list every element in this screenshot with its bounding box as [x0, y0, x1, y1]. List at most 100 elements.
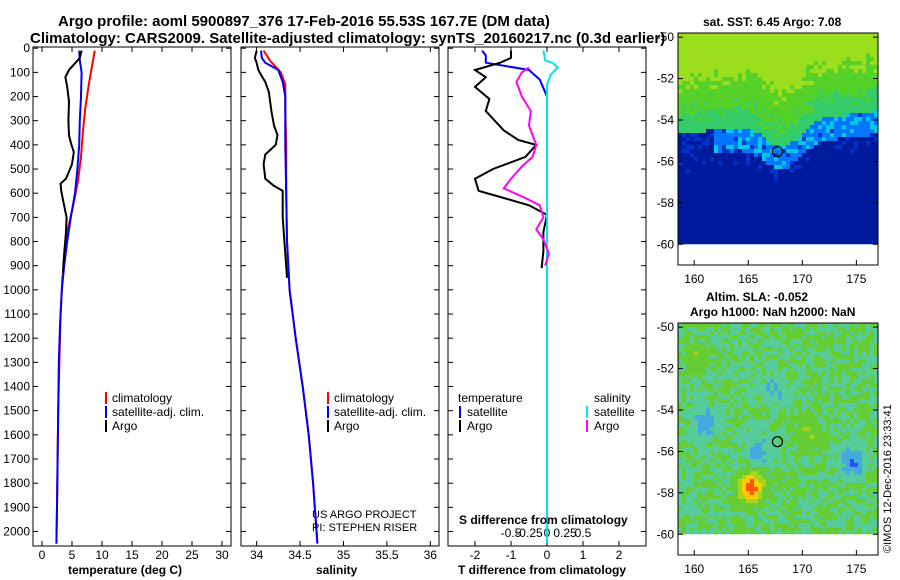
map-cell — [714, 411, 718, 415]
map-cell — [754, 61, 758, 65]
map-cell — [858, 121, 862, 125]
map-cell — [814, 451, 818, 455]
map-cell — [810, 41, 814, 45]
map-cell — [810, 423, 814, 427]
map-cell — [682, 359, 686, 363]
map-cell — [678, 33, 682, 37]
map-cell — [778, 85, 782, 89]
map-cell — [826, 435, 830, 439]
map-cell — [758, 471, 762, 475]
map-cell — [778, 125, 782, 129]
map-cell — [714, 463, 718, 467]
map-cell — [694, 217, 698, 221]
map-cell — [870, 57, 874, 61]
map-cell — [750, 221, 754, 225]
map-cell — [846, 237, 850, 241]
map-cell — [702, 459, 706, 463]
map-cell — [854, 93, 858, 97]
map-cell — [830, 455, 834, 459]
map-cell — [858, 391, 862, 395]
map-cell — [810, 137, 814, 141]
map-cell — [730, 109, 734, 113]
map-cell — [838, 93, 842, 97]
map-cell — [846, 57, 850, 61]
map-cell — [846, 217, 850, 221]
map-cell — [858, 73, 862, 77]
map-cell — [698, 181, 702, 185]
map-cell — [706, 335, 710, 339]
map-cell — [774, 101, 778, 105]
map-cell — [842, 327, 846, 331]
map-cell — [714, 105, 718, 109]
map-cell — [854, 463, 858, 467]
map-cell — [762, 229, 766, 233]
map-cell — [774, 439, 778, 443]
map-cell — [826, 221, 830, 225]
map-cell — [782, 419, 786, 423]
map-cell — [846, 165, 850, 169]
map-cell — [858, 237, 862, 241]
map-cell — [814, 241, 818, 245]
map-cell — [762, 141, 766, 145]
map-cell — [814, 233, 818, 237]
map-cell — [746, 205, 750, 209]
map-cell — [826, 85, 830, 89]
map-cell — [750, 351, 754, 355]
map-cell — [798, 387, 802, 391]
map-cell — [734, 331, 738, 335]
map-cell — [782, 45, 786, 49]
map-cell — [754, 193, 758, 197]
map-cell — [806, 343, 810, 347]
map-cell — [682, 475, 686, 479]
map-cell — [826, 375, 830, 379]
map-cell — [762, 391, 766, 395]
map-cell — [766, 351, 770, 355]
map-cell — [746, 375, 750, 379]
map-cell — [850, 455, 854, 459]
map-cell — [786, 65, 790, 69]
map-cell — [754, 367, 758, 371]
map-cell — [678, 133, 682, 137]
map-cell — [854, 41, 858, 45]
map-cell — [694, 121, 698, 125]
map-cell — [818, 459, 822, 463]
map-cell — [850, 49, 854, 53]
map-cell — [826, 213, 830, 217]
map-cell — [682, 113, 686, 117]
map-cell — [874, 395, 878, 399]
map-cell — [786, 169, 790, 173]
map-cell — [690, 185, 694, 189]
map-cell — [822, 141, 826, 145]
map-cell — [746, 237, 750, 241]
map-cell — [794, 69, 798, 73]
map-cell — [722, 451, 726, 455]
map-cell — [750, 105, 754, 109]
x-tick-label: 36 — [424, 548, 438, 562]
map-cell — [782, 205, 786, 209]
map-cell — [714, 73, 718, 77]
map-cell — [762, 93, 766, 97]
map-cell — [818, 189, 822, 193]
map-cell — [870, 331, 874, 335]
map-cell — [790, 241, 794, 245]
map-cell — [718, 165, 722, 169]
map-cell — [746, 189, 750, 193]
map-cell — [810, 387, 814, 391]
map-cell — [750, 121, 754, 125]
map-cell — [718, 395, 722, 399]
map-cell — [814, 173, 818, 177]
map-cell — [862, 105, 866, 109]
map-cell — [734, 459, 738, 463]
map-cell — [750, 451, 754, 455]
map-cell — [850, 443, 854, 447]
map-cell — [810, 61, 814, 65]
map-cell — [694, 97, 698, 101]
map-cell — [734, 157, 738, 161]
map-cell — [786, 423, 790, 427]
map-cell — [722, 355, 726, 359]
map-cell — [742, 125, 746, 129]
map-cell — [722, 419, 726, 423]
map-cell — [702, 439, 706, 443]
map-cell — [850, 435, 854, 439]
map-cell — [754, 145, 758, 149]
